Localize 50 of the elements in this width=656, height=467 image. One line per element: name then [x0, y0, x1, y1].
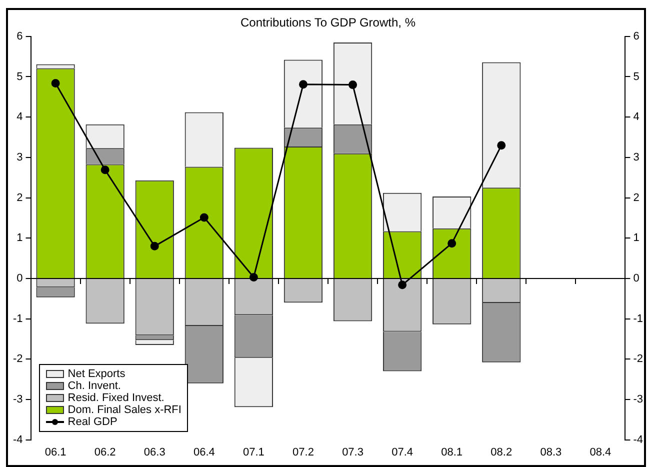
- y2-tick-label: 6: [633, 30, 640, 42]
- point: [398, 280, 407, 290]
- y-tick-label: -1: [13, 312, 23, 325]
- chart-title: Contributions To GDP Growth, %: [240, 16, 416, 30]
- y2-tick-label: -1: [633, 312, 643, 325]
- x-tick-label: 07.3: [342, 446, 364, 458]
- y2-tick-label: 5: [633, 70, 640, 83]
- point: [298, 80, 308, 89]
- legend-label: Net Exports: [68, 368, 126, 380]
- y-tick-label: -2: [13, 353, 23, 366]
- y-tick-label: 3: [16, 151, 23, 164]
- x-tick-label: 08.3: [540, 446, 562, 458]
- x-tick-label: 06.4: [193, 446, 215, 458]
- legend-label: Dom. Final Sales x-RFI: [68, 404, 182, 416]
- legend-label: Ch. Invent.: [68, 380, 121, 392]
- y-tick-label: 4: [16, 111, 23, 124]
- y2-tick-label: 0: [633, 272, 640, 284]
- y2-tick-label: -4: [633, 434, 643, 446]
- point: [448, 239, 456, 248]
- point: [249, 272, 258, 282]
- point: [150, 242, 159, 250]
- y-tick-label: -4: [13, 434, 23, 446]
- x-tick-label: 08.1: [441, 446, 463, 458]
- y2-tick-label: 1: [633, 232, 640, 244]
- legend-label: Real GDP: [68, 416, 118, 428]
- point: [497, 141, 506, 150]
- y2-tick-label: 2: [633, 192, 640, 204]
- point: [100, 166, 110, 174]
- y-tick-label: 1: [16, 232, 23, 244]
- x-tick-label: 06.3: [144, 446, 166, 458]
- y2-tick-label: -3: [633, 393, 643, 406]
- y-tick-label: 6: [16, 30, 23, 42]
- y2-tick-label: 3: [633, 151, 640, 164]
- point: [348, 80, 358, 90]
- y-tick-label: 0: [16, 272, 23, 284]
- legend-label: Resid. Fixed Invest.: [68, 392, 164, 404]
- x-tick-label: 07.4: [392, 446, 414, 458]
- y-tick-label: 2: [16, 192, 23, 204]
- x-tick-label: 07.2: [292, 446, 314, 458]
- y2-tick-label: -2: [633, 353, 643, 366]
- point: [51, 78, 60, 88]
- y-tick-label: 5: [16, 70, 23, 83]
- x-tick-label: 07.1: [242, 446, 264, 458]
- y-tick-label: -3: [13, 393, 23, 406]
- point: [200, 213, 208, 222]
- y2-tick-label: 4: [633, 111, 640, 124]
- x-tick-label: 08.2: [490, 446, 512, 458]
- x-tick-label: 08.4: [590, 446, 612, 458]
- x-tick-label: 06.2: [94, 446, 116, 458]
- x-tick-label: 06.1: [44, 446, 66, 458]
